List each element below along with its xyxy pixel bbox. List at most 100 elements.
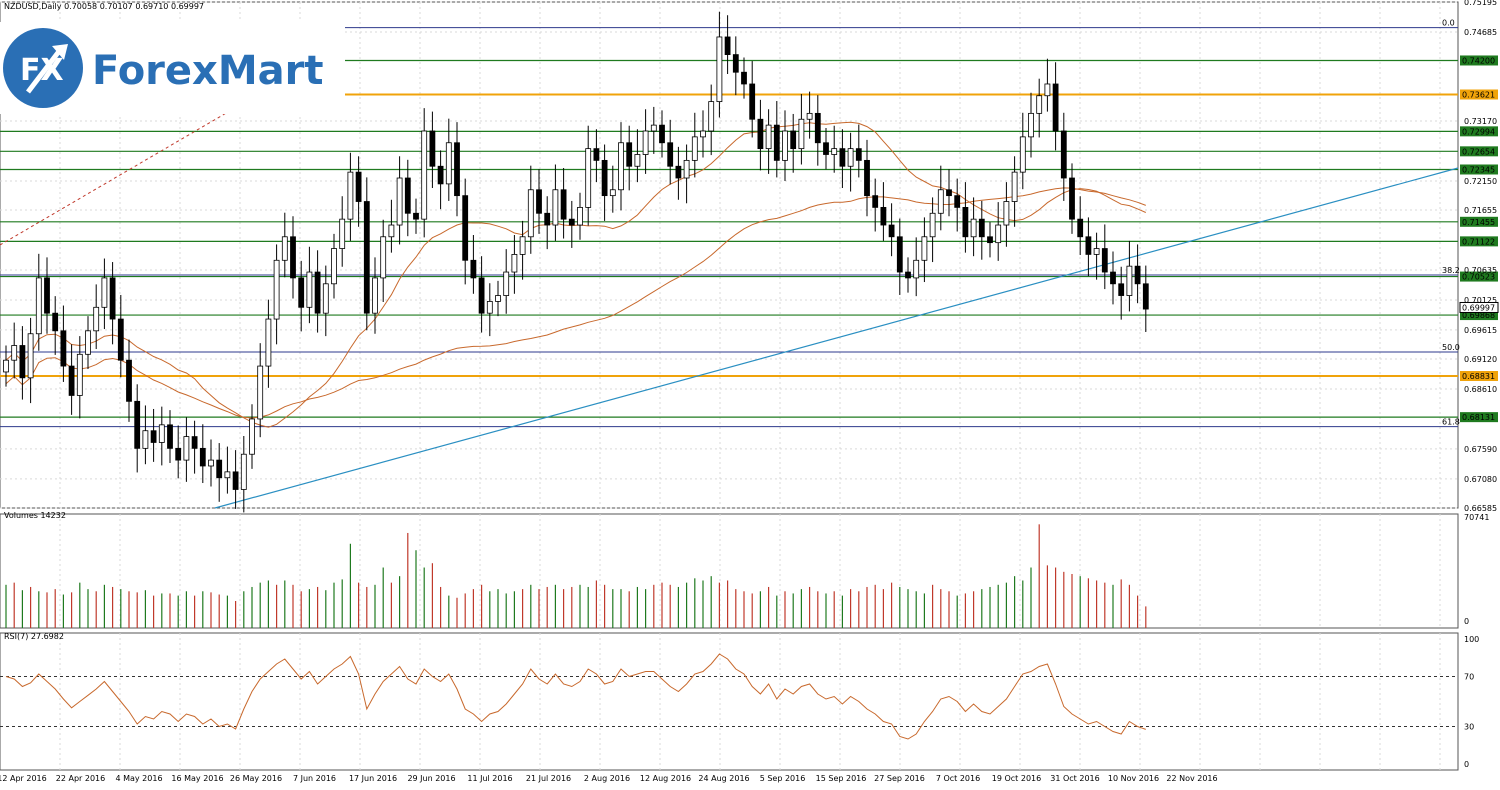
candle-body	[298, 277, 305, 308]
candle-body	[19, 345, 26, 379]
price-tick-label: 0.73170	[1464, 117, 1497, 126]
candle-body	[339, 218, 346, 249]
candle-body	[921, 236, 928, 261]
level-price-label: 0.71122	[1462, 237, 1495, 246]
candle-body	[790, 130, 797, 150]
candle-body	[372, 277, 378, 314]
panel-border	[0, 1, 1459, 509]
candle-body	[486, 301, 493, 314]
panel-border	[0, 513, 1459, 629]
candle-body	[667, 142, 674, 167]
candle-body	[1142, 283, 1149, 310]
date-tick-label: 22 Nov 2016	[1166, 774, 1217, 783]
candle-body	[568, 218, 575, 226]
candle-body	[626, 142, 633, 167]
candle-body	[495, 295, 501, 302]
candle-body	[1134, 265, 1141, 285]
candle-body	[150, 430, 157, 443]
candle-body	[437, 165, 444, 185]
fibonacci-level-label: 0.0	[1442, 19, 1455, 28]
candle-body	[1110, 271, 1116, 285]
candle-body	[273, 259, 280, 320]
rsi-tick-label: 70	[1464, 673, 1474, 682]
candle-body	[642, 130, 649, 155]
level-price-tag	[1460, 371, 1498, 382]
grid-lines	[0, 1, 1459, 771]
candle-body	[700, 130, 706, 138]
symbol-label: NZDUSD,Daily	[4, 2, 62, 11]
candle-body	[937, 189, 944, 214]
candle-body	[1011, 171, 1018, 202]
candle-body	[462, 195, 469, 261]
candle-body	[544, 212, 551, 226]
candle-body	[413, 212, 419, 220]
date-tick-label: 24 Aug 2016	[698, 774, 749, 783]
candle-body	[167, 424, 173, 449]
candle-body	[35, 277, 42, 335]
price-tick-label: 0.75195	[1464, 0, 1497, 7]
candle-body	[290, 236, 296, 279]
fibonacci-level-label: 50.0	[1442, 343, 1460, 352]
candle-body	[806, 112, 813, 120]
price-tick-label: 0.70125	[1464, 296, 1497, 305]
candle-body	[306, 271, 313, 308]
candle-body	[3, 359, 9, 373]
candle-body	[708, 101, 715, 132]
price-tick-label: 0.67590	[1464, 445, 1497, 454]
candle-body	[257, 365, 264, 420]
candle-body	[503, 271, 510, 296]
candle-body	[388, 224, 395, 238]
candle-body	[659, 124, 665, 144]
candle-body	[585, 148, 592, 208]
candle-body	[355, 171, 362, 202]
rsi-panel-title: RSI(7) 27.6982	[4, 632, 64, 641]
candle-body	[741, 71, 747, 85]
date-tick-label: 15 Sep 2016	[816, 774, 867, 783]
candle-body	[208, 459, 214, 467]
level-price-tag	[1460, 216, 1498, 227]
candle-body	[888, 224, 895, 238]
candle-body	[560, 189, 567, 220]
volume-panel-title: Volumes 14232	[4, 511, 66, 520]
rsi-tick-label: 0	[1464, 760, 1469, 769]
date-tick-label: 29 Jun 2016	[407, 774, 455, 783]
candle-body	[905, 271, 911, 279]
forexmart-logo: FX ForexMart	[0, 22, 345, 114]
candle-body	[962, 206, 969, 238]
candle-body	[421, 130, 428, 220]
candle-body	[158, 424, 165, 443]
candle-body	[823, 142, 829, 155]
current-price-tag	[1459, 301, 1499, 313]
candle-body	[970, 218, 977, 238]
symbol-header: NZDUSD,Daily 0.70058 0.70107 0.69710 0.6…	[4, 2, 204, 11]
level-price-label: 0.72654	[1462, 147, 1495, 156]
level-price-label: 0.69868	[1462, 311, 1495, 320]
level-price-tag	[1460, 412, 1498, 423]
candle-body	[232, 471, 239, 490]
price-tick-label: 0.72150	[1464, 177, 1497, 186]
candle-body	[896, 236, 903, 273]
candle-body	[995, 224, 1002, 244]
candle-body	[134, 400, 141, 449]
candle-body	[68, 365, 75, 396]
candle-body	[265, 318, 272, 367]
level-price-tag	[1460, 164, 1498, 175]
level-price-label: 0.72994	[1462, 127, 1495, 136]
candle-body	[117, 318, 124, 361]
rsi-line	[5, 653, 1146, 740]
candle-body	[691, 136, 698, 161]
candle-body	[798, 118, 805, 150]
candle-body	[44, 277, 50, 314]
date-tick-label: 11 Jul 2016	[467, 774, 512, 783]
candle-body	[634, 154, 641, 167]
candle-body	[249, 418, 255, 455]
candle-body	[864, 159, 870, 197]
level-price-label: 0.70523	[1462, 273, 1495, 282]
ma-fast-line	[5, 121, 1147, 428]
price-tick-label: 0.67080	[1464, 475, 1497, 484]
candle-body	[429, 130, 436, 167]
rsi-tick-label: 30	[1464, 723, 1474, 732]
trend-lines	[0, 104, 1459, 509]
